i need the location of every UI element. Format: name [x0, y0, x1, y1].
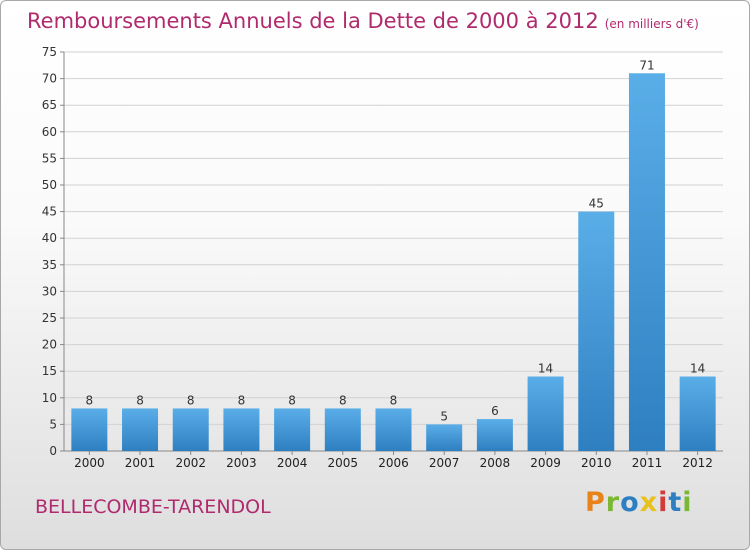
brand-letter: o	[620, 487, 640, 518]
y-tick-label: 50	[42, 178, 57, 192]
y-tick-label: 55	[42, 151, 57, 165]
bar	[172, 408, 209, 451]
y-tick-label: 25	[42, 311, 57, 325]
data-label: 8	[390, 393, 398, 407]
y-tick-label: 60	[42, 125, 57, 139]
data-label: 8	[136, 393, 144, 407]
brand-letter: P	[585, 487, 606, 518]
brand-letter: i	[682, 487, 693, 518]
brand-letter: i	[658, 487, 669, 518]
x-tick-label: 2008	[480, 456, 511, 470]
y-tick-label: 40	[42, 231, 57, 245]
bar	[71, 408, 108, 451]
x-tick-label: 2006	[378, 456, 409, 470]
y-tick-label: 70	[42, 72, 57, 86]
data-label: 8	[288, 393, 296, 407]
y-tick-label: 30	[42, 284, 57, 298]
title-text: Remboursements Annuels de la Dette de 20…	[27, 9, 599, 33]
y-tick-label: 5	[49, 417, 57, 431]
data-label: 14	[538, 362, 553, 376]
y-tick-label: 10	[42, 391, 57, 405]
y-tick-label: 0	[49, 444, 57, 458]
brand-letter: t	[668, 487, 683, 518]
bar	[375, 408, 412, 451]
data-label: 14	[690, 362, 705, 376]
bar	[223, 408, 260, 451]
x-tick-label: 2012	[682, 456, 713, 470]
y-tick-label: 20	[42, 338, 57, 352]
x-tick-label: 2010	[581, 456, 612, 470]
brand-letter: x	[639, 487, 659, 518]
x-tick-label: 2009	[530, 456, 561, 470]
x-tick-label: 2011	[632, 456, 663, 470]
y-tick-label: 45	[42, 205, 57, 219]
data-label: 8	[238, 393, 246, 407]
data-label: 8	[86, 393, 94, 407]
data-label: 8	[187, 393, 195, 407]
data-label: 71	[639, 58, 654, 72]
brand-logo: Proxiti	[585, 487, 693, 518]
bar	[476, 419, 513, 451]
brand-letter: r	[605, 487, 621, 518]
bar	[274, 408, 311, 451]
x-tick-label: 2001	[125, 456, 156, 470]
y-tick-label: 75	[42, 45, 57, 59]
bar	[324, 408, 361, 451]
x-tick-label: 2007	[429, 456, 460, 470]
data-label: 6	[491, 404, 499, 418]
y-tick-label: 65	[42, 98, 57, 112]
data-label: 5	[440, 409, 448, 423]
data-label: 45	[589, 197, 604, 211]
bar	[527, 376, 564, 451]
y-tick-label: 35	[42, 258, 57, 272]
y-tick-label: 15	[42, 364, 57, 378]
bar	[122, 408, 159, 451]
chart-title: Remboursements Annuels de la Dette de 20…	[27, 9, 699, 33]
data-label: 8	[339, 393, 347, 407]
bar	[679, 376, 716, 451]
bar	[426, 424, 463, 451]
x-tick-label: 2002	[175, 456, 206, 470]
x-tick-label: 2004	[277, 456, 308, 470]
city-name: BELLECOMBE-TARENDOL	[35, 496, 271, 518]
unit-label: (en milliers d'€)	[604, 17, 699, 31]
x-tick-label: 2000	[74, 456, 105, 470]
x-tick-label: 2003	[226, 456, 257, 470]
bar	[578, 211, 615, 451]
x-tick-label: 2005	[328, 456, 359, 470]
bar	[628, 73, 665, 451]
